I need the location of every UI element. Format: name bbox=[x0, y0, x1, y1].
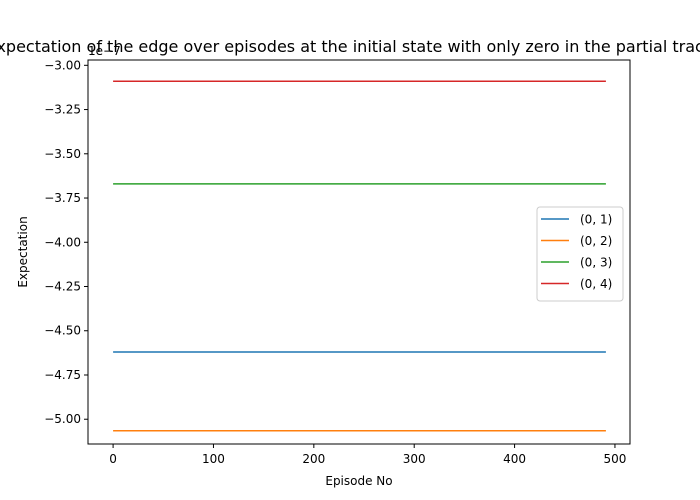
y-tick-label: −5.00 bbox=[44, 412, 81, 426]
series-layer bbox=[113, 80, 606, 432]
y-tick-label: −4.75 bbox=[44, 368, 81, 382]
y-tick-label: −4.50 bbox=[44, 324, 81, 338]
x-tick-label: 400 bbox=[503, 452, 526, 466]
y-offset-label: 1e−7 bbox=[88, 44, 121, 58]
y-tick-label: −4.00 bbox=[44, 235, 81, 249]
legend: (0, 1) (0, 2) (0, 3) (0, 4) bbox=[536, 206, 624, 302]
y-tick-label: −4.25 bbox=[44, 280, 81, 294]
y-axis: −3.00 −3.25 −3.50 −3.75 −4.00 −4.25 −4.50 −4.75… bbox=[44, 58, 88, 426]
y-tick-label: −3.75 bbox=[44, 191, 81, 205]
legend-box bbox=[536, 206, 624, 302]
y-tick-label: −3.25 bbox=[44, 103, 81, 117]
y-tick-label: −3.50 bbox=[44, 147, 81, 161]
x-axis: 0 100 200 300 400 500 bbox=[109, 444, 626, 466]
x-tick-label: 200 bbox=[302, 452, 325, 466]
legend-label: (0, 3) bbox=[580, 256, 612, 270]
x-tick-label: 100 bbox=[202, 452, 225, 466]
chart-title: Expectation of the edge over episodes at… bbox=[0, 37, 700, 56]
x-axis-label: Episode No bbox=[325, 474, 392, 488]
x-tick-label: 0 bbox=[109, 452, 117, 466]
x-tick-label: 500 bbox=[603, 452, 626, 466]
y-axis-label: Expectation bbox=[16, 216, 30, 287]
y-tick-label: −3.00 bbox=[44, 58, 81, 72]
legend-label: (0, 1) bbox=[580, 213, 612, 227]
legend-label: (0, 4) bbox=[580, 277, 612, 291]
x-tick-label: 300 bbox=[403, 452, 426, 466]
legend-label: (0, 2) bbox=[580, 234, 612, 248]
